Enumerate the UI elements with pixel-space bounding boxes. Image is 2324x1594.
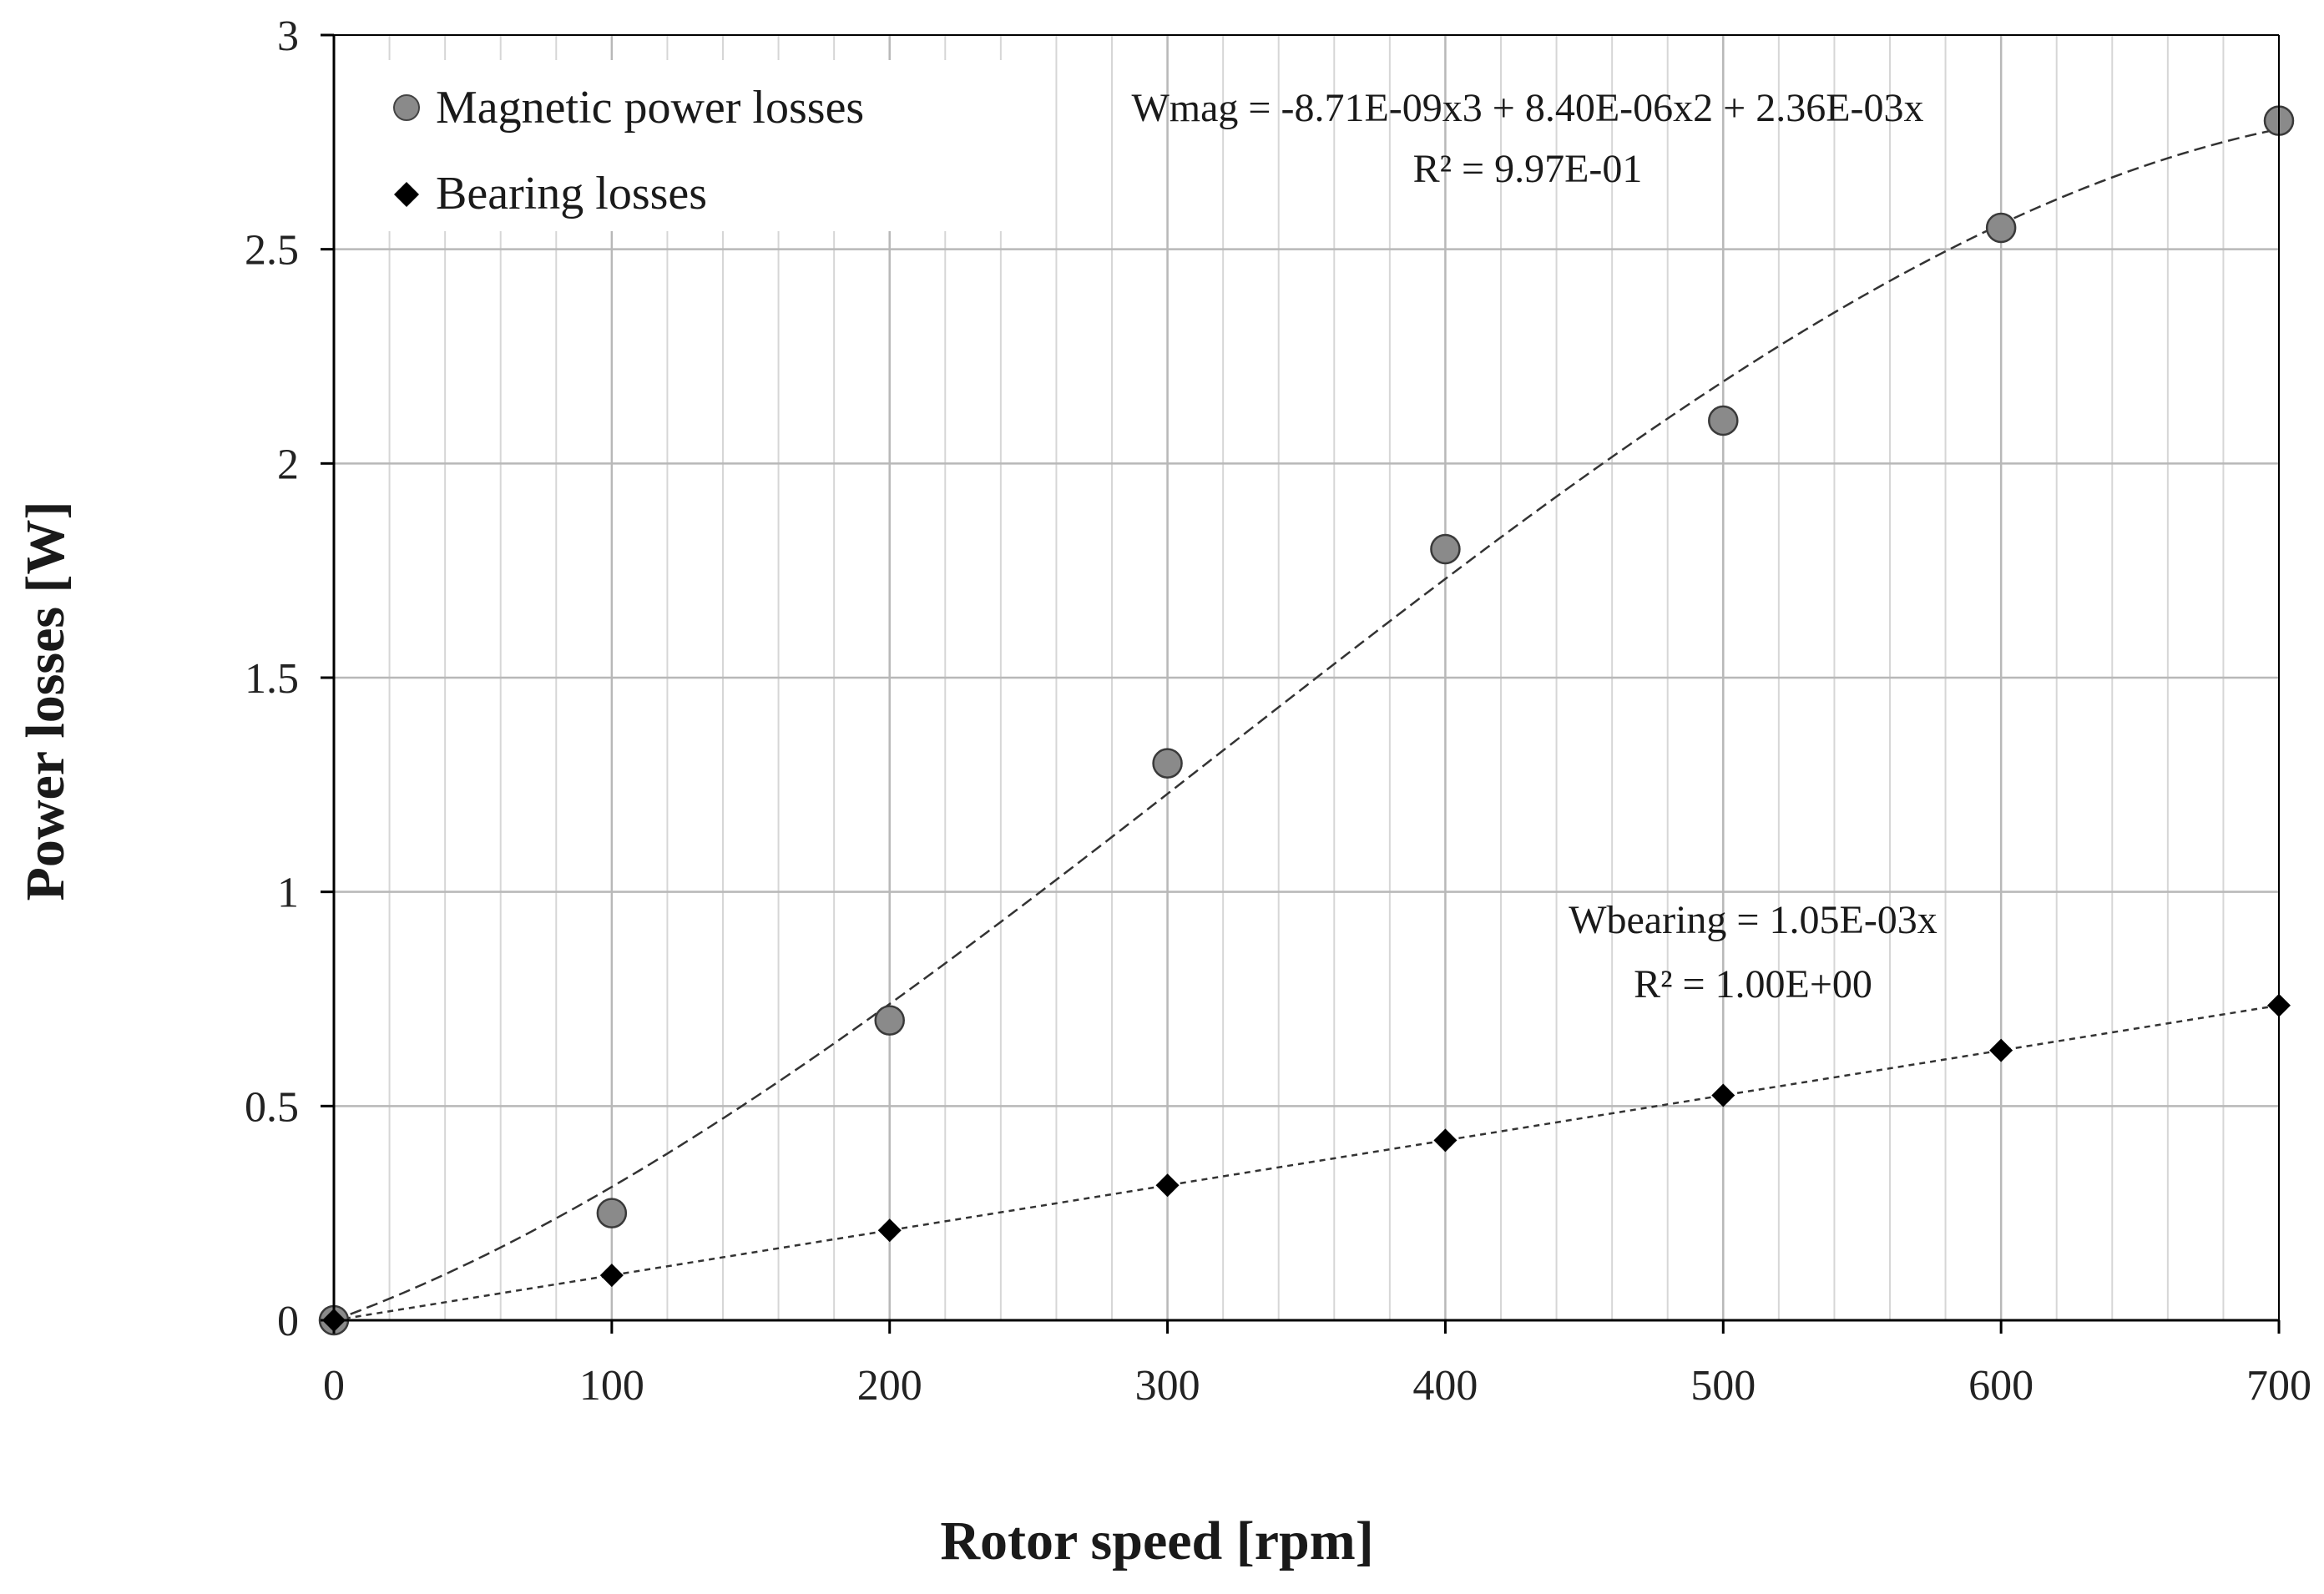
bearing-trendline-r2: R² = 1.00E+00 — [1634, 962, 1872, 1006]
x-axis-title: Rotor speed [rpm] — [940, 1511, 1373, 1571]
y-tick-label: 1 — [277, 870, 299, 917]
x-tick-label: 0 — [323, 1362, 345, 1410]
legend-bearing-marker — [394, 182, 419, 207]
major-gridlines — [334, 35, 2279, 1320]
y-tick-label: 3 — [277, 13, 299, 60]
x-tick-label: 700 — [2246, 1362, 2311, 1410]
y-tick-labels: 0 0.5 1 1.5 2 2.5 3 — [245, 13, 299, 1345]
x-tick-label: 600 — [1968, 1362, 2034, 1410]
y-tick-label: 0.5 — [245, 1083, 299, 1131]
bearing-data-point — [1155, 1173, 1180, 1198]
magnetic-data-point — [596, 1198, 628, 1228]
legend-box — [338, 60, 1006, 231]
magnetic-data-point — [1152, 748, 1183, 779]
legend-magnetic-label: Magnetic power losses — [436, 82, 864, 134]
y-axis-title: Power losses [W] — [15, 501, 76, 900]
magnetic-data-point — [1430, 533, 1461, 565]
axis-ticks — [321, 33, 2281, 1334]
bearing-trendline-equation: Wbearing = 1.05E-03x — [1569, 898, 1938, 942]
trendlines — [333, 128, 2280, 1322]
y-tick-label: 0 — [277, 1298, 299, 1345]
magnetic-data-point — [1708, 405, 1739, 436]
x-tick-label: 400 — [1412, 1362, 1478, 1410]
magnetic-trendline-equation: Wmag = -8.71E-09x3 + 8.40E-06x2 + 2.36E-… — [1131, 86, 1923, 130]
legend-magnetic-marker — [393, 94, 420, 121]
bearing-data-point — [877, 1218, 902, 1243]
bearing-data-point — [599, 1264, 624, 1288]
y-tick-label: 2.5 — [245, 227, 299, 275]
x-tick-label: 300 — [1135, 1362, 1200, 1410]
y-tick-label: 1.5 — [245, 655, 299, 703]
magnetic-trendline — [333, 128, 2280, 1322]
y-tick-label: 2 — [277, 441, 299, 488]
x-tick-label: 500 — [1690, 1362, 1756, 1410]
magnetic-trendline-r2: R² = 9.97E-01 — [1413, 147, 1643, 191]
bearing-data-point — [1711, 1083, 1735, 1107]
bearing-data-point — [1989, 1038, 2013, 1062]
magnetic-data-point — [1985, 212, 2017, 244]
data-markers — [318, 105, 2295, 1336]
legend-bearing-label: Bearing losses — [436, 168, 707, 219]
x-tick-labels: 0 100 200 300 400 500 600 700 — [323, 1362, 2311, 1410]
x-tick-label: 100 — [579, 1362, 644, 1410]
bearing-trendline — [333, 1004, 2280, 1322]
magnetic-data-point — [874, 1005, 905, 1036]
bearing-data-point — [1433, 1128, 1458, 1153]
x-tick-label: 200 — [857, 1362, 922, 1410]
